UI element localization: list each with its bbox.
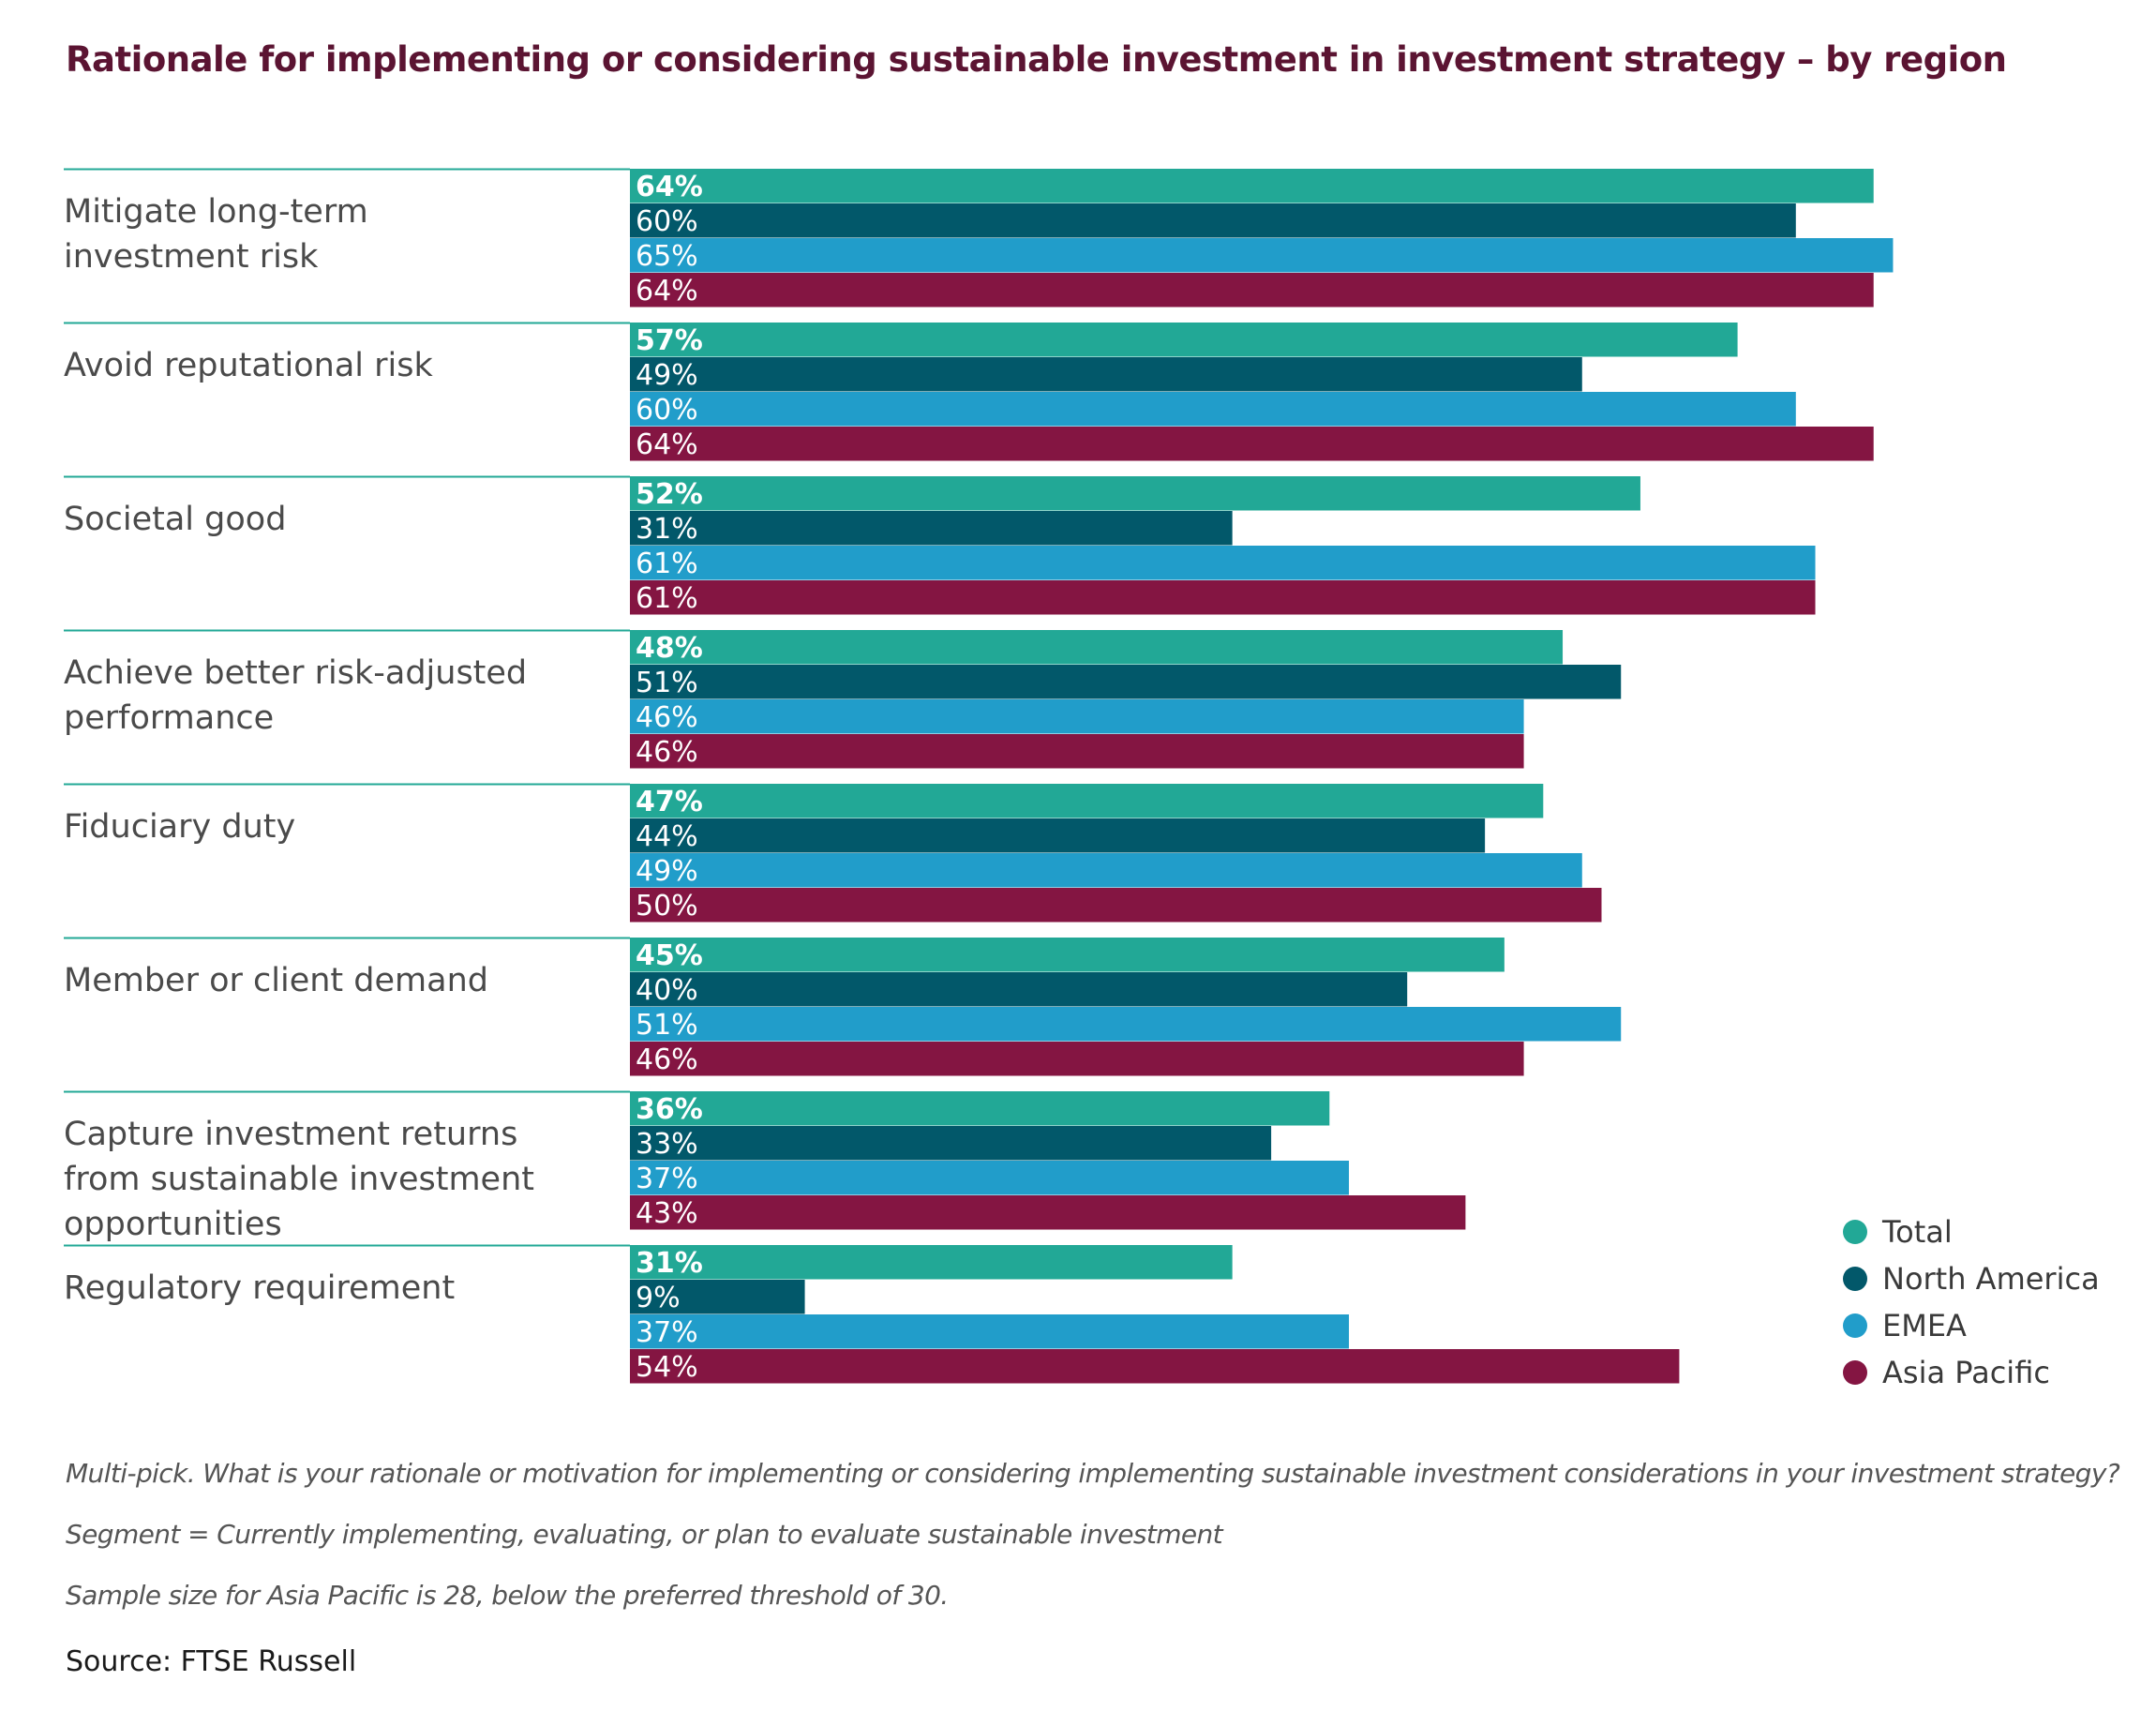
bar (630, 1349, 1680, 1384)
bar-value-label: 46% (636, 736, 698, 769)
legend-item: EMEA (1843, 1302, 2100, 1349)
legend-swatch (1843, 1313, 1867, 1338)
category-label: Mitigate long-term investment risk (64, 193, 368, 276)
legend-item: North America (1843, 1255, 2100, 1302)
bar (630, 273, 1874, 308)
category-label: Capture investment returns from sustainab… (64, 1116, 534, 1243)
bar-value-label: 49% (636, 359, 698, 392)
bar-value-label: 43% (636, 1197, 698, 1230)
legend-label: EMEA (1882, 1308, 1967, 1343)
bar-value-label: 54% (636, 1351, 698, 1384)
bar (630, 476, 1640, 511)
bar (630, 238, 1894, 273)
bar-value-label: 61% (636, 548, 698, 580)
bar-chart: Mitigate long-term investment risk Avoid r… (64, 168, 1894, 1384)
bar (630, 392, 1796, 427)
bar-value-label: 46% (636, 701, 698, 734)
bar-value-label: 64% (636, 428, 698, 461)
bar-value-label: 61% (636, 582, 698, 615)
bar (630, 1280, 805, 1314)
bar (630, 630, 1564, 665)
group-separators (64, 168, 630, 1247)
bar-value-label: 51% (636, 1009, 698, 1042)
bar-value-label: 31% (636, 513, 698, 546)
bar-value-label: 31% (636, 1247, 703, 1280)
bars (630, 169, 1894, 1384)
bar (630, 1042, 1524, 1076)
bar (630, 357, 1582, 392)
bar (630, 580, 1816, 615)
bar (630, 203, 1796, 238)
chart-title: Rationale for implementing or considerin… (66, 39, 2007, 80)
category-labels: Mitigate long-term investment risk Avoid r… (64, 193, 534, 1307)
bar-value-label: 50% (636, 890, 698, 923)
legend-label: North America (1882, 1261, 2100, 1297)
bar-value-label: 44% (636, 820, 698, 853)
bar-value-label: 37% (636, 1163, 698, 1195)
bar (630, 853, 1582, 888)
bar-value-label: 51% (636, 667, 698, 699)
legend: Total North America EMEA Asia Pacific (1843, 1208, 2100, 1396)
bar (630, 888, 1602, 923)
legend-swatch (1843, 1220, 1867, 1244)
bar-value-label: 9% (636, 1282, 681, 1314)
bar-value-label: 64% (636, 275, 698, 308)
source-note: Source: FTSE Russell (66, 1645, 357, 1678)
bar (630, 511, 1233, 546)
bar-value-label: 64% (636, 171, 703, 203)
bar-value-label: 47% (636, 786, 703, 818)
category-label: Societal good (64, 501, 286, 538)
bar (630, 1195, 1466, 1230)
bar (630, 665, 1622, 699)
bar-value-label: 49% (636, 855, 698, 888)
bar (630, 1161, 1350, 1195)
footnote-segment: Segment = Currently implementing, evalua… (66, 1519, 1223, 1550)
bar (630, 734, 1524, 769)
bar (630, 784, 1544, 818)
bar (630, 546, 1816, 580)
bar (630, 938, 1505, 972)
bar-value-label: 52% (636, 478, 703, 511)
bar (630, 323, 1738, 357)
bar-value-label: 48% (636, 632, 703, 665)
bar-value-label: 57% (636, 324, 703, 357)
bar-value-label: 40% (636, 974, 698, 1007)
legend-label: Asia Pacific (1882, 1355, 2050, 1390)
bar (630, 1126, 1272, 1161)
category-label: Regulatory requirement (64, 1269, 455, 1307)
footnote-sample-size: Sample size for Asia Pacific is 28, belo… (66, 1580, 949, 1611)
legend-swatch (1843, 1360, 1867, 1385)
legend-label: Total (1882, 1214, 1953, 1250)
bar-value-label: 60% (636, 205, 698, 238)
bar-value-label: 37% (636, 1316, 698, 1349)
bar-value-label: 33% (636, 1128, 698, 1161)
legend-item: Asia Pacific (1843, 1349, 2100, 1396)
bar (630, 1245, 1233, 1280)
bar (630, 1007, 1622, 1042)
bar-value-label: 65% (636, 240, 698, 273)
legend-item: Total (1843, 1208, 2100, 1255)
bar (630, 699, 1524, 734)
bar-value-labels: 64%60%65%64%57%49%60%64%52%31%61%61%48%5… (636, 171, 703, 1384)
bar-value-label: 45% (636, 939, 703, 972)
footnote-question: Multi-pick. What is your rationale or mo… (66, 1458, 2120, 1489)
legend-swatch (1843, 1267, 1867, 1291)
bar (630, 169, 1874, 203)
category-label: Fiduciary duty (64, 808, 295, 846)
category-label: Member or client demand (64, 962, 488, 999)
bar (630, 972, 1408, 1007)
bar-value-label: 60% (636, 394, 698, 427)
bar-value-label: 46% (636, 1043, 698, 1076)
bar (630, 427, 1874, 461)
bar (630, 1314, 1350, 1349)
category-label: Avoid reputational risk (64, 347, 433, 384)
bar (630, 818, 1486, 853)
category-label: Achieve better risk-adjusted performance (64, 654, 527, 737)
bar (630, 1091, 1330, 1126)
bar-value-label: 36% (636, 1093, 703, 1126)
